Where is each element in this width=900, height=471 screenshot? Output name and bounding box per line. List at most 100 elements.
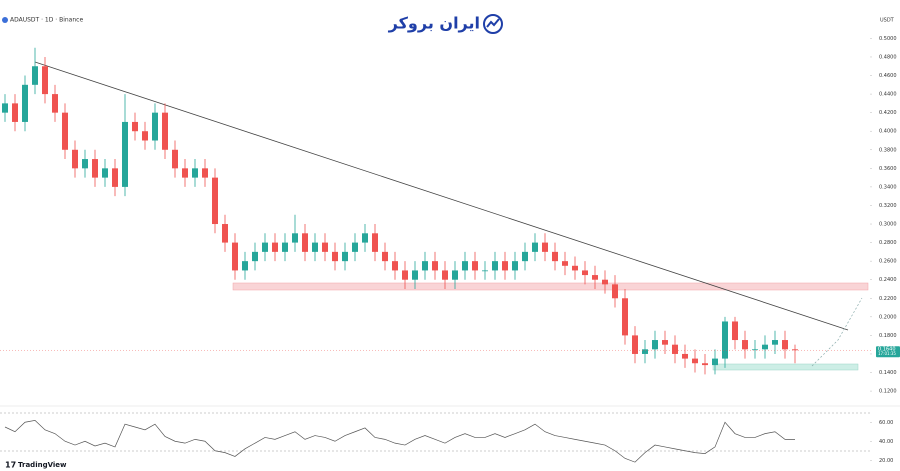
candle-body xyxy=(452,270,458,280)
candle-body xyxy=(772,340,778,345)
y-tick-label: 0.3200 xyxy=(879,203,897,209)
candle-body xyxy=(422,261,428,271)
candle-body xyxy=(432,261,438,271)
y-tick-label: 0.4800 xyxy=(879,54,897,60)
candle-body xyxy=(202,168,208,178)
candle-body xyxy=(532,242,538,252)
candle-body xyxy=(162,112,168,150)
candle-body xyxy=(72,149,78,169)
y-tick-label: 0.4400 xyxy=(879,92,897,98)
candle-body xyxy=(502,261,508,271)
y-tick-label: 0.2600 xyxy=(879,259,897,265)
candle-body xyxy=(262,242,268,252)
candle-body xyxy=(572,265,578,271)
candle-body xyxy=(752,349,758,351)
unit-label: USDT xyxy=(880,18,895,24)
candle-body xyxy=(62,112,68,150)
candle-body xyxy=(122,121,128,187)
candle-body xyxy=(112,168,118,187)
candle-body xyxy=(702,363,708,366)
symbol-icon xyxy=(2,17,8,23)
y-tick-label: 0.2800 xyxy=(879,240,897,246)
plot-area: 0.12000.14000.16000.18000.20000.22000.24… xyxy=(0,36,900,464)
candle-body xyxy=(692,358,698,364)
y-tick-label: 0.2200 xyxy=(879,296,897,302)
last-price-box xyxy=(876,346,900,358)
candle-body xyxy=(622,298,628,336)
y-tick-label: 0.1400 xyxy=(879,370,897,376)
y-tick-label: 0.3400 xyxy=(879,184,897,190)
brand-icon xyxy=(483,14,503,34)
candle-body xyxy=(512,261,518,271)
candle-body xyxy=(242,261,248,271)
projection-path xyxy=(811,297,863,367)
candle-body xyxy=(382,251,388,262)
resistance-zone xyxy=(232,282,869,291)
y-tick-label: 0.4600 xyxy=(879,73,897,79)
chart-title: ADAUSDT · 1D · Binance xyxy=(10,17,83,24)
candle-body xyxy=(252,251,258,262)
candle-body xyxy=(12,103,18,122)
y-tick-label: 0.2000 xyxy=(879,314,897,320)
candle-body xyxy=(232,242,238,271)
candle-body xyxy=(662,340,668,345)
candle-body xyxy=(712,358,718,366)
footer-icon: 𝟭𝟳 xyxy=(5,461,16,470)
candle-body xyxy=(472,261,478,271)
candle-body xyxy=(222,224,228,243)
y-tick-label: 0.1200 xyxy=(879,389,897,395)
candle-body xyxy=(102,168,108,178)
brand-logo: ایران بروکر xyxy=(388,14,503,34)
y-tick-label: 0.3800 xyxy=(879,147,897,153)
candle-body xyxy=(562,261,568,266)
candle-body xyxy=(782,340,788,350)
y-tick-label: 0.3000 xyxy=(879,222,897,228)
candle-body xyxy=(462,261,468,271)
trend-line xyxy=(34,61,849,331)
candle-body xyxy=(22,84,28,122)
candle-body xyxy=(322,242,328,252)
y-tick-label: 0.4000 xyxy=(879,129,897,135)
candle-body xyxy=(592,275,598,280)
candle-body xyxy=(312,242,318,252)
y-tick-label: 0.5000 xyxy=(879,36,897,42)
rsi-tick-label: 20.00 xyxy=(879,458,893,464)
candle-body xyxy=(442,270,448,280)
rsi-tick-label: 40.00 xyxy=(879,439,893,445)
candle-body xyxy=(602,279,608,285)
candle-body xyxy=(192,168,198,178)
candle-body xyxy=(722,321,728,359)
candle-body xyxy=(272,242,278,252)
candle-body xyxy=(82,159,88,169)
candle-body xyxy=(612,284,618,299)
y-tick-label: 0.4200 xyxy=(879,110,897,116)
last-price-label: 0.1640 xyxy=(878,347,896,353)
candle-body xyxy=(792,349,798,351)
candle-body xyxy=(642,349,648,354)
candle-body xyxy=(32,66,38,85)
candle-body xyxy=(2,103,8,113)
candle-body xyxy=(212,177,218,225)
candle-body xyxy=(412,270,418,280)
footer-logo: TradingView xyxy=(18,461,67,469)
candle-body xyxy=(152,112,158,141)
candle-body xyxy=(582,270,588,276)
candle-body xyxy=(282,242,288,252)
candle-body xyxy=(742,340,748,350)
candle-body xyxy=(732,321,738,341)
candle-body xyxy=(482,270,488,272)
countdown-label: 17:01:35 xyxy=(878,351,896,356)
y-tick-label: 0.2400 xyxy=(879,277,897,283)
candle-body xyxy=(652,340,658,350)
candle-body xyxy=(92,159,98,178)
candle-body xyxy=(762,344,768,350)
candle-body xyxy=(522,251,528,262)
candle-body xyxy=(392,261,398,271)
candle-body xyxy=(132,121,138,132)
support-zone xyxy=(712,363,859,371)
candle-body xyxy=(52,94,58,113)
candle-body xyxy=(632,335,638,354)
candle-body xyxy=(682,353,688,359)
y-tick-label: 0.1800 xyxy=(879,333,897,339)
